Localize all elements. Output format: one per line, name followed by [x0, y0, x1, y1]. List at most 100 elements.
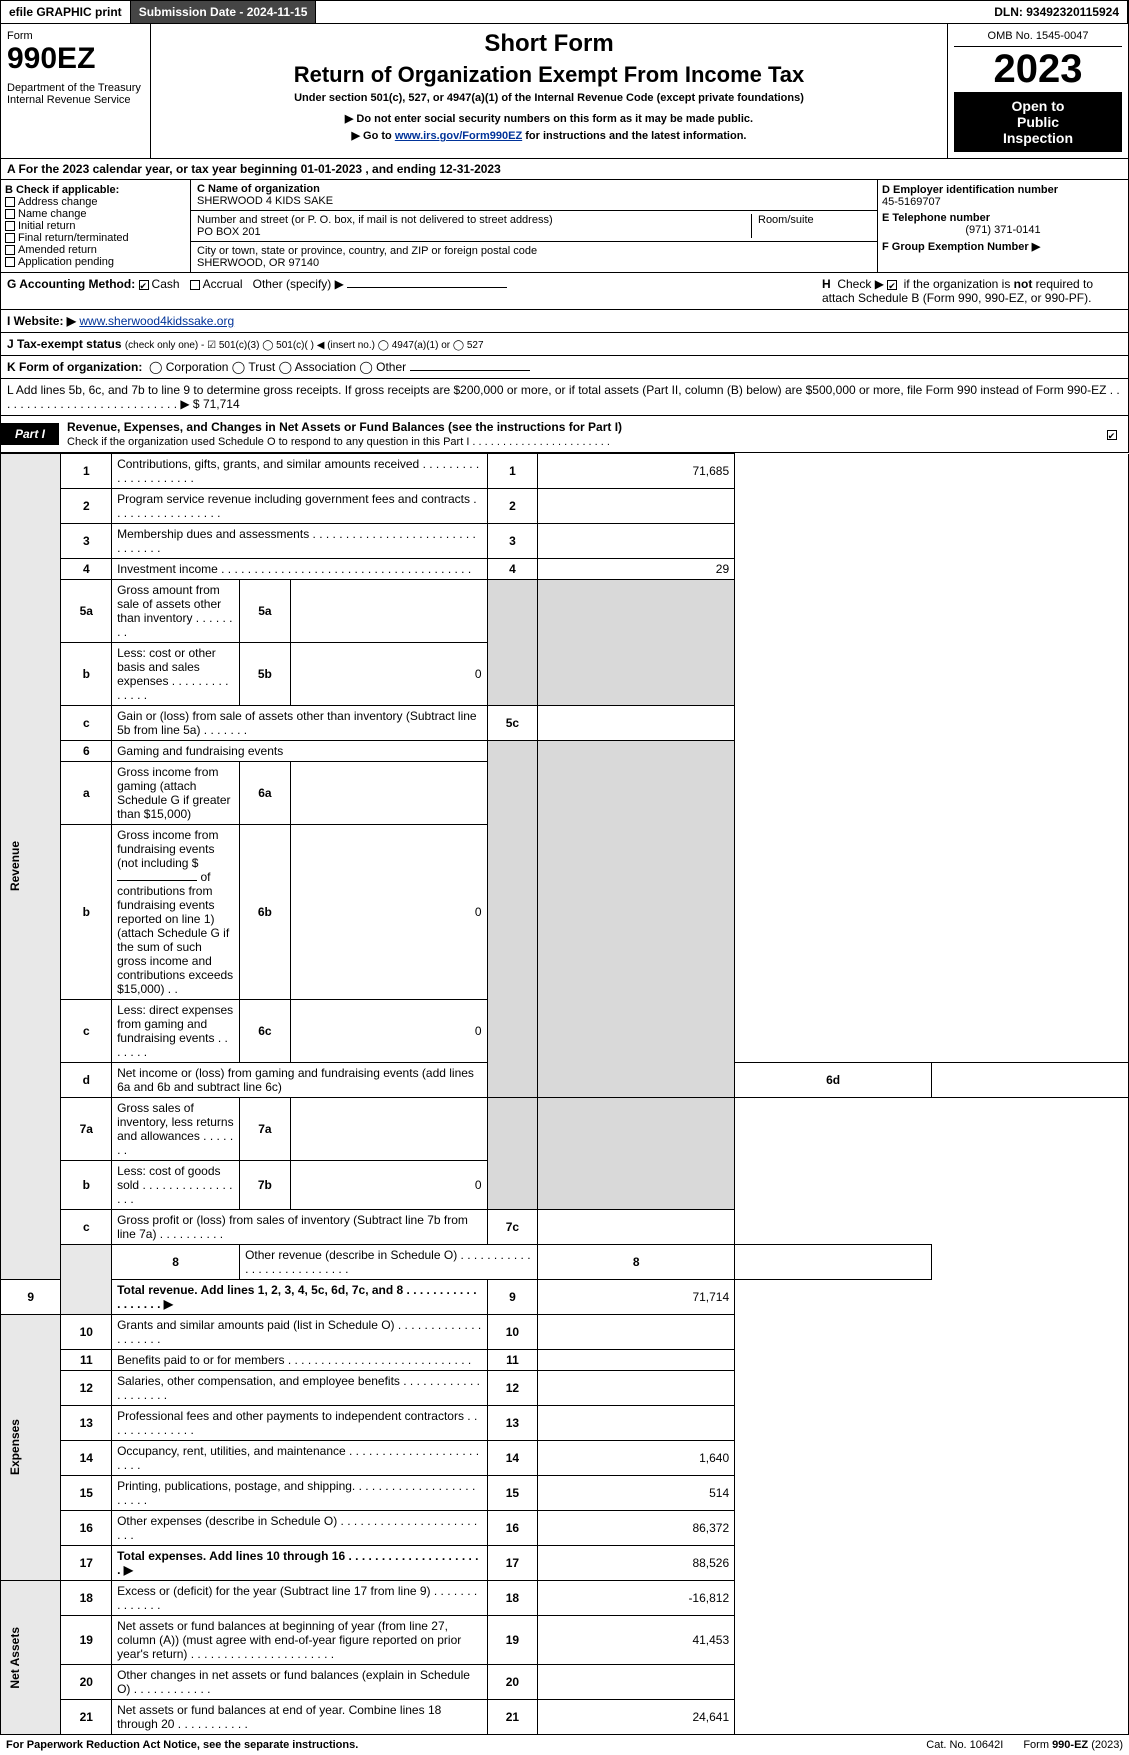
i-label: I Website: ▶: [7, 314, 76, 328]
l7a-desc: Gross sales of inventory, less returns a…: [112, 1098, 240, 1161]
l13-desc: Professional fees and other payments to …: [112, 1406, 488, 1441]
l7c-rn: 7c: [487, 1210, 538, 1245]
l1-amt: 71,685: [538, 454, 735, 489]
l7a-iv: [290, 1098, 487, 1161]
col-d-ein-phone: D Employer identification number 45-5169…: [878, 180, 1128, 272]
l7c-num: c: [61, 1210, 112, 1245]
l21-rn: 21: [487, 1700, 538, 1735]
ck-cash[interactable]: [139, 280, 149, 290]
l2-num: 2: [61, 489, 112, 524]
l11-num: 11: [61, 1350, 112, 1371]
l21-desc: Net assets or fund balances at end of ye…: [112, 1700, 488, 1735]
l8-amt: [735, 1245, 932, 1280]
l7a-in: 7a: [240, 1098, 291, 1161]
ck-app-pending[interactable]: [5, 257, 15, 267]
l16-num: 16: [61, 1511, 112, 1546]
ck-name-change[interactable]: [5, 209, 15, 219]
section-gh: G Accounting Method: Cash Accrual Other …: [0, 273, 1129, 310]
l5a-iv: [290, 580, 487, 643]
street-label: Number and street (or P. O. box, if mail…: [197, 214, 751, 226]
l6-num: 6: [61, 741, 112, 762]
l3-amt: [538, 524, 735, 559]
l5b-iv: 0: [290, 643, 487, 706]
short-form-title: Short Form: [157, 30, 941, 58]
return-title: Return of Organization Exempt From Incom…: [157, 62, 941, 88]
l2-amt: [538, 489, 735, 524]
l7ab-greyamt: [538, 1098, 735, 1210]
l12-rn: 12: [487, 1371, 538, 1406]
ein-label: D Employer identification number: [882, 184, 1124, 196]
ck-h[interactable]: [887, 280, 897, 290]
k-rest: ◯ Corporation ◯ Trust ◯ Association ◯ Ot…: [149, 360, 406, 374]
l3-rn: 3: [487, 524, 538, 559]
open1: Open to: [960, 98, 1116, 114]
l5ab-grey: [487, 580, 538, 706]
l1-desc: Contributions, gifts, grants, and simila…: [112, 454, 488, 489]
l3-num: 3: [61, 524, 112, 559]
part-1-header: Part I Revenue, Expenses, and Changes in…: [0, 416, 1129, 453]
efile-print[interactable]: efile GRAPHIC print: [1, 1, 131, 23]
row-a-tax-year: A For the 2023 calendar year, or tax yea…: [0, 159, 1129, 180]
l6b-iv: 0: [290, 825, 487, 1000]
l15-amt: 514: [538, 1476, 735, 1511]
section-j: J Tax-exempt status (check only one) - ☑…: [0, 333, 1129, 356]
l6c-in: 6c: [240, 1000, 291, 1063]
omb-number: OMB No. 1545-0047: [954, 30, 1122, 47]
l5a-num: 5a: [61, 580, 112, 643]
footer-r-bold: 990-EZ: [1052, 1739, 1088, 1751]
l18-num: 18: [61, 1581, 112, 1616]
l5b-in: 5b: [240, 643, 291, 706]
group-exempt-label: F Group Exemption Number ▶: [882, 240, 1124, 253]
l5ab-greyamt: [538, 580, 735, 706]
k-other-blank[interactable]: [410, 370, 530, 371]
l6a-num: a: [61, 762, 112, 825]
form-label: Form: [7, 30, 144, 42]
l11-rn: 11: [487, 1350, 538, 1371]
l5a-in: 5a: [240, 580, 291, 643]
l6b-desc: Gross income from fundraising events (no…: [112, 825, 240, 1000]
footer-r-pre: Form: [1023, 1739, 1052, 1751]
l18-desc: Excess or (deficit) for the year (Subtra…: [112, 1581, 488, 1616]
col-c-org-info: C Name of organization SHERWOOD 4 KIDS S…: [191, 180, 878, 272]
l6a-in: 6a: [240, 762, 291, 825]
l9-num: 9: [1, 1280, 61, 1315]
l21-amt: 24,641: [538, 1700, 735, 1735]
l5b-num: b: [61, 643, 112, 706]
l20-amt: [538, 1665, 735, 1700]
l7b-iv: 0: [290, 1161, 487, 1210]
form-number: 990EZ: [7, 42, 144, 76]
ck-final-return[interactable]: [5, 233, 15, 243]
l14-amt: 1,640: [538, 1441, 735, 1476]
website-link[interactable]: www.sherwood4kidssake.org: [79, 314, 234, 328]
irs-link[interactable]: www.irs.gov/Form990EZ: [395, 130, 522, 142]
ck-initial-return[interactable]: [5, 221, 15, 231]
l2-desc: Program service revenue including govern…: [112, 489, 488, 524]
l6b-d1: Gross income from fundraising events (no…: [117, 828, 218, 870]
ck-part1-schedule-o[interactable]: [1107, 430, 1117, 440]
l6b-d2: of contributions from fundraising events…: [117, 870, 233, 996]
l6b-blank[interactable]: [117, 880, 197, 881]
g-label: G Accounting Method:: [7, 277, 135, 291]
l19-desc: Net assets or fund balances at beginning…: [112, 1616, 488, 1665]
tax-year: 2023: [954, 47, 1122, 92]
ck-address-change[interactable]: [5, 197, 15, 207]
l20-rn: 20: [487, 1665, 538, 1700]
l3-desc: Membership dues and assessments . . . . …: [112, 524, 488, 559]
lines-table: Revenue 1 Contributions, gifts, grants, …: [0, 453, 1129, 1735]
g-other-blank[interactable]: [347, 287, 507, 288]
part-1-tab: Part I: [1, 423, 59, 445]
l6d-amt: [932, 1063, 1129, 1098]
l6c-iv: 0: [290, 1000, 487, 1063]
ck-accrual[interactable]: [190, 280, 200, 290]
l7ab-grey: [487, 1098, 538, 1210]
col-b-checkboxes: B Check if applicable: Address change Na…: [1, 180, 191, 272]
b-item-4: Amended return: [18, 244, 97, 256]
dept-treasury: Department of the Treasury: [7, 82, 144, 94]
c-name-label: C Name of organization: [197, 183, 871, 195]
org-name: SHERWOOD 4 KIDS SAKE: [197, 195, 871, 207]
l4-num: 4: [61, 559, 112, 580]
phone-value: (971) 371-0141: [882, 224, 1124, 236]
b-item-1: Name change: [18, 208, 87, 220]
ck-amended[interactable]: [5, 245, 15, 255]
footer-r-post: (2023): [1088, 1739, 1123, 1751]
